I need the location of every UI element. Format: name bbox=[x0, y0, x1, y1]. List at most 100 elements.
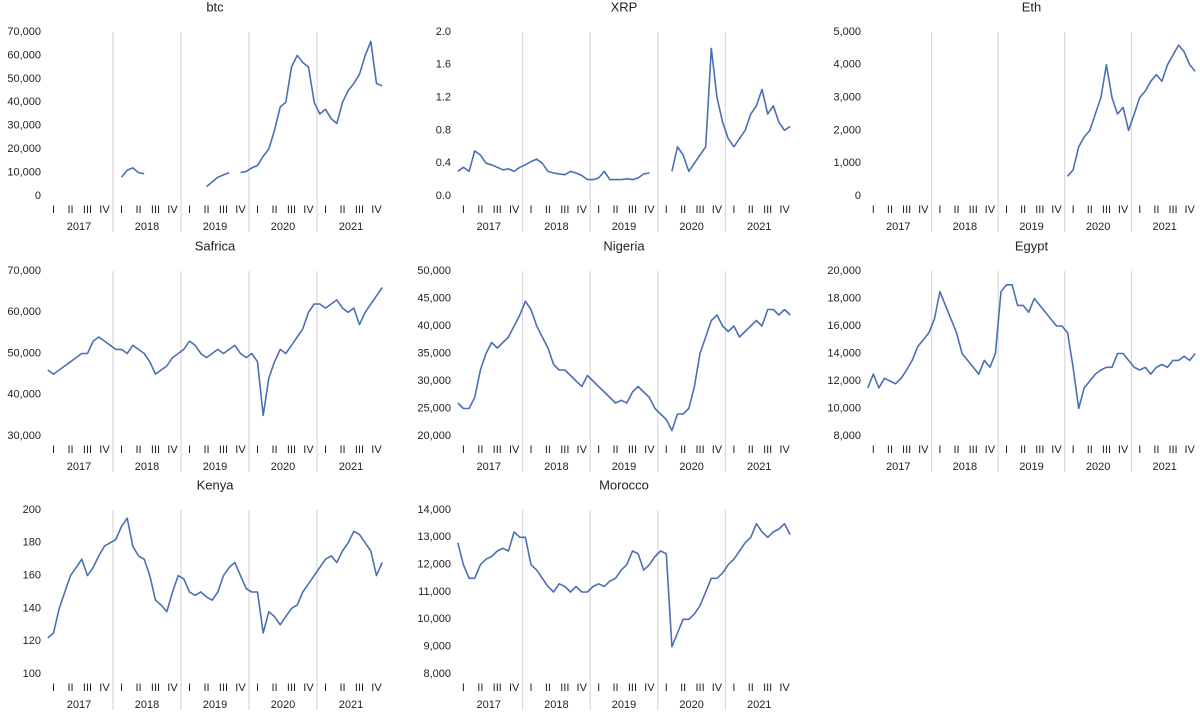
x-tick-label: I bbox=[597, 682, 600, 694]
x-tick-label: I bbox=[872, 444, 875, 456]
x-tick-label: III bbox=[355, 204, 364, 216]
x-tick-label: III bbox=[355, 444, 364, 456]
y-tick-label: 14,000 bbox=[417, 504, 451, 516]
x-tick-label: IV bbox=[167, 204, 178, 216]
x-tick-label: IV bbox=[779, 204, 790, 216]
x-tick-label: II bbox=[748, 444, 754, 456]
x-tick-label: II bbox=[477, 682, 483, 694]
year-label: 2021 bbox=[339, 461, 363, 473]
x-tick-label: IV bbox=[1118, 444, 1129, 456]
x-tick-label: I bbox=[324, 682, 327, 694]
x-tick-label: IV bbox=[779, 444, 790, 456]
y-tick-label: 8,000 bbox=[423, 668, 451, 680]
x-tick-label: IV bbox=[371, 204, 382, 216]
chart-title: Safrica bbox=[195, 238, 236, 253]
y-tick-label: 0 bbox=[35, 190, 41, 202]
x-tick-label: I bbox=[1005, 204, 1008, 216]
y-tick-label: 16,000 bbox=[827, 320, 861, 332]
y-tick-label: 10,000 bbox=[417, 613, 451, 625]
x-tick-label: III bbox=[628, 682, 637, 694]
panel: Morocco 8,000 9,000 10,000 11,000 12,000 13,00… bbox=[417, 477, 791, 711]
y-tick-label: 25,000 bbox=[417, 402, 451, 414]
x-tick-label: I bbox=[188, 444, 191, 456]
y-tick-label: 0.8 bbox=[436, 124, 451, 136]
y-tick-label: 140 bbox=[23, 602, 41, 614]
x-tick-label: IV bbox=[577, 204, 588, 216]
x-tick-label: I bbox=[1005, 444, 1008, 456]
y-tick-label: 40,000 bbox=[7, 96, 41, 108]
x-tick-label: II bbox=[954, 444, 960, 456]
x-tick-label: III bbox=[151, 444, 160, 456]
x-tick-label: IV bbox=[1118, 204, 1129, 216]
x-tick-label: II bbox=[748, 682, 754, 694]
x-tick-label: III bbox=[560, 444, 569, 456]
year-label: 2019 bbox=[612, 699, 636, 711]
x-tick-label: IV bbox=[1184, 444, 1195, 456]
x-tick-label: IV bbox=[712, 444, 723, 456]
x-tick-label: III bbox=[493, 444, 502, 456]
x-tick-label: III bbox=[1102, 204, 1111, 216]
x-tick-label: III bbox=[219, 682, 228, 694]
x-tick-label: III bbox=[695, 444, 704, 456]
x-tick-label: IV bbox=[235, 204, 246, 216]
line-series bbox=[457, 522, 791, 648]
x-tick-label: I bbox=[732, 682, 735, 694]
x-tick-label: II bbox=[545, 444, 551, 456]
x-tick-label: II bbox=[339, 204, 345, 216]
x-tick-label: III bbox=[83, 204, 92, 216]
chart-title: Eth bbox=[1022, 0, 1042, 14]
x-tick-label: I bbox=[530, 444, 533, 456]
x-tick-label: II bbox=[135, 444, 141, 456]
x-tick-label: IV bbox=[509, 682, 520, 694]
x-tick-label: IV bbox=[918, 444, 929, 456]
line-series bbox=[867, 284, 1196, 410]
x-tick-label: I bbox=[256, 204, 259, 216]
x-tick-label: III bbox=[560, 204, 569, 216]
line-series bbox=[457, 47, 791, 181]
year-label: 2019 bbox=[612, 221, 636, 233]
x-tick-label: I bbox=[256, 444, 259, 456]
x-tick-label: III bbox=[628, 204, 637, 216]
x-tick-label: I bbox=[530, 204, 533, 216]
x-tick-label: III bbox=[1102, 444, 1111, 456]
chart-title: btc bbox=[206, 0, 224, 14]
x-tick-label: I bbox=[52, 444, 55, 456]
y-tick-label: 30,000 bbox=[417, 375, 451, 387]
x-tick-label: I bbox=[872, 204, 875, 216]
y-tick-label: 50,000 bbox=[417, 265, 451, 277]
x-tick-label: III bbox=[763, 682, 772, 694]
x-tick-label: IV bbox=[509, 204, 520, 216]
year-label: 2021 bbox=[747, 221, 771, 233]
y-tick-label: 12,000 bbox=[417, 559, 451, 571]
y-tick-label: 18,000 bbox=[827, 292, 861, 304]
x-tick-label: II bbox=[477, 444, 483, 456]
x-tick-label: III bbox=[969, 444, 978, 456]
x-tick-label: III bbox=[560, 682, 569, 694]
y-tick-label: 10,000 bbox=[827, 402, 861, 414]
x-tick-label: I bbox=[1138, 204, 1141, 216]
x-tick-label: II bbox=[477, 204, 483, 216]
year-label: 2019 bbox=[612, 461, 636, 473]
y-tick-label: 0 bbox=[855, 190, 861, 202]
x-tick-label: I bbox=[324, 204, 327, 216]
x-tick-label: I bbox=[188, 682, 191, 694]
x-tick-label: III bbox=[902, 204, 911, 216]
y-tick-label: 60,000 bbox=[7, 49, 41, 61]
year-label: 2018 bbox=[544, 461, 568, 473]
y-tick-label: 0.0 bbox=[436, 190, 451, 202]
x-tick-label: II bbox=[954, 204, 960, 216]
x-tick-label: IV bbox=[577, 444, 588, 456]
year-label: 2018 bbox=[544, 699, 568, 711]
x-tick-label: I bbox=[665, 444, 668, 456]
x-tick-label: III bbox=[695, 682, 704, 694]
year-label: 2017 bbox=[477, 221, 501, 233]
y-tick-label: 12,000 bbox=[827, 375, 861, 387]
x-tick-label: IV bbox=[779, 682, 790, 694]
x-tick-label: I bbox=[938, 204, 941, 216]
x-tick-label: III bbox=[902, 444, 911, 456]
x-tick-label: III bbox=[695, 204, 704, 216]
chart-title: Egypt bbox=[1015, 238, 1049, 253]
